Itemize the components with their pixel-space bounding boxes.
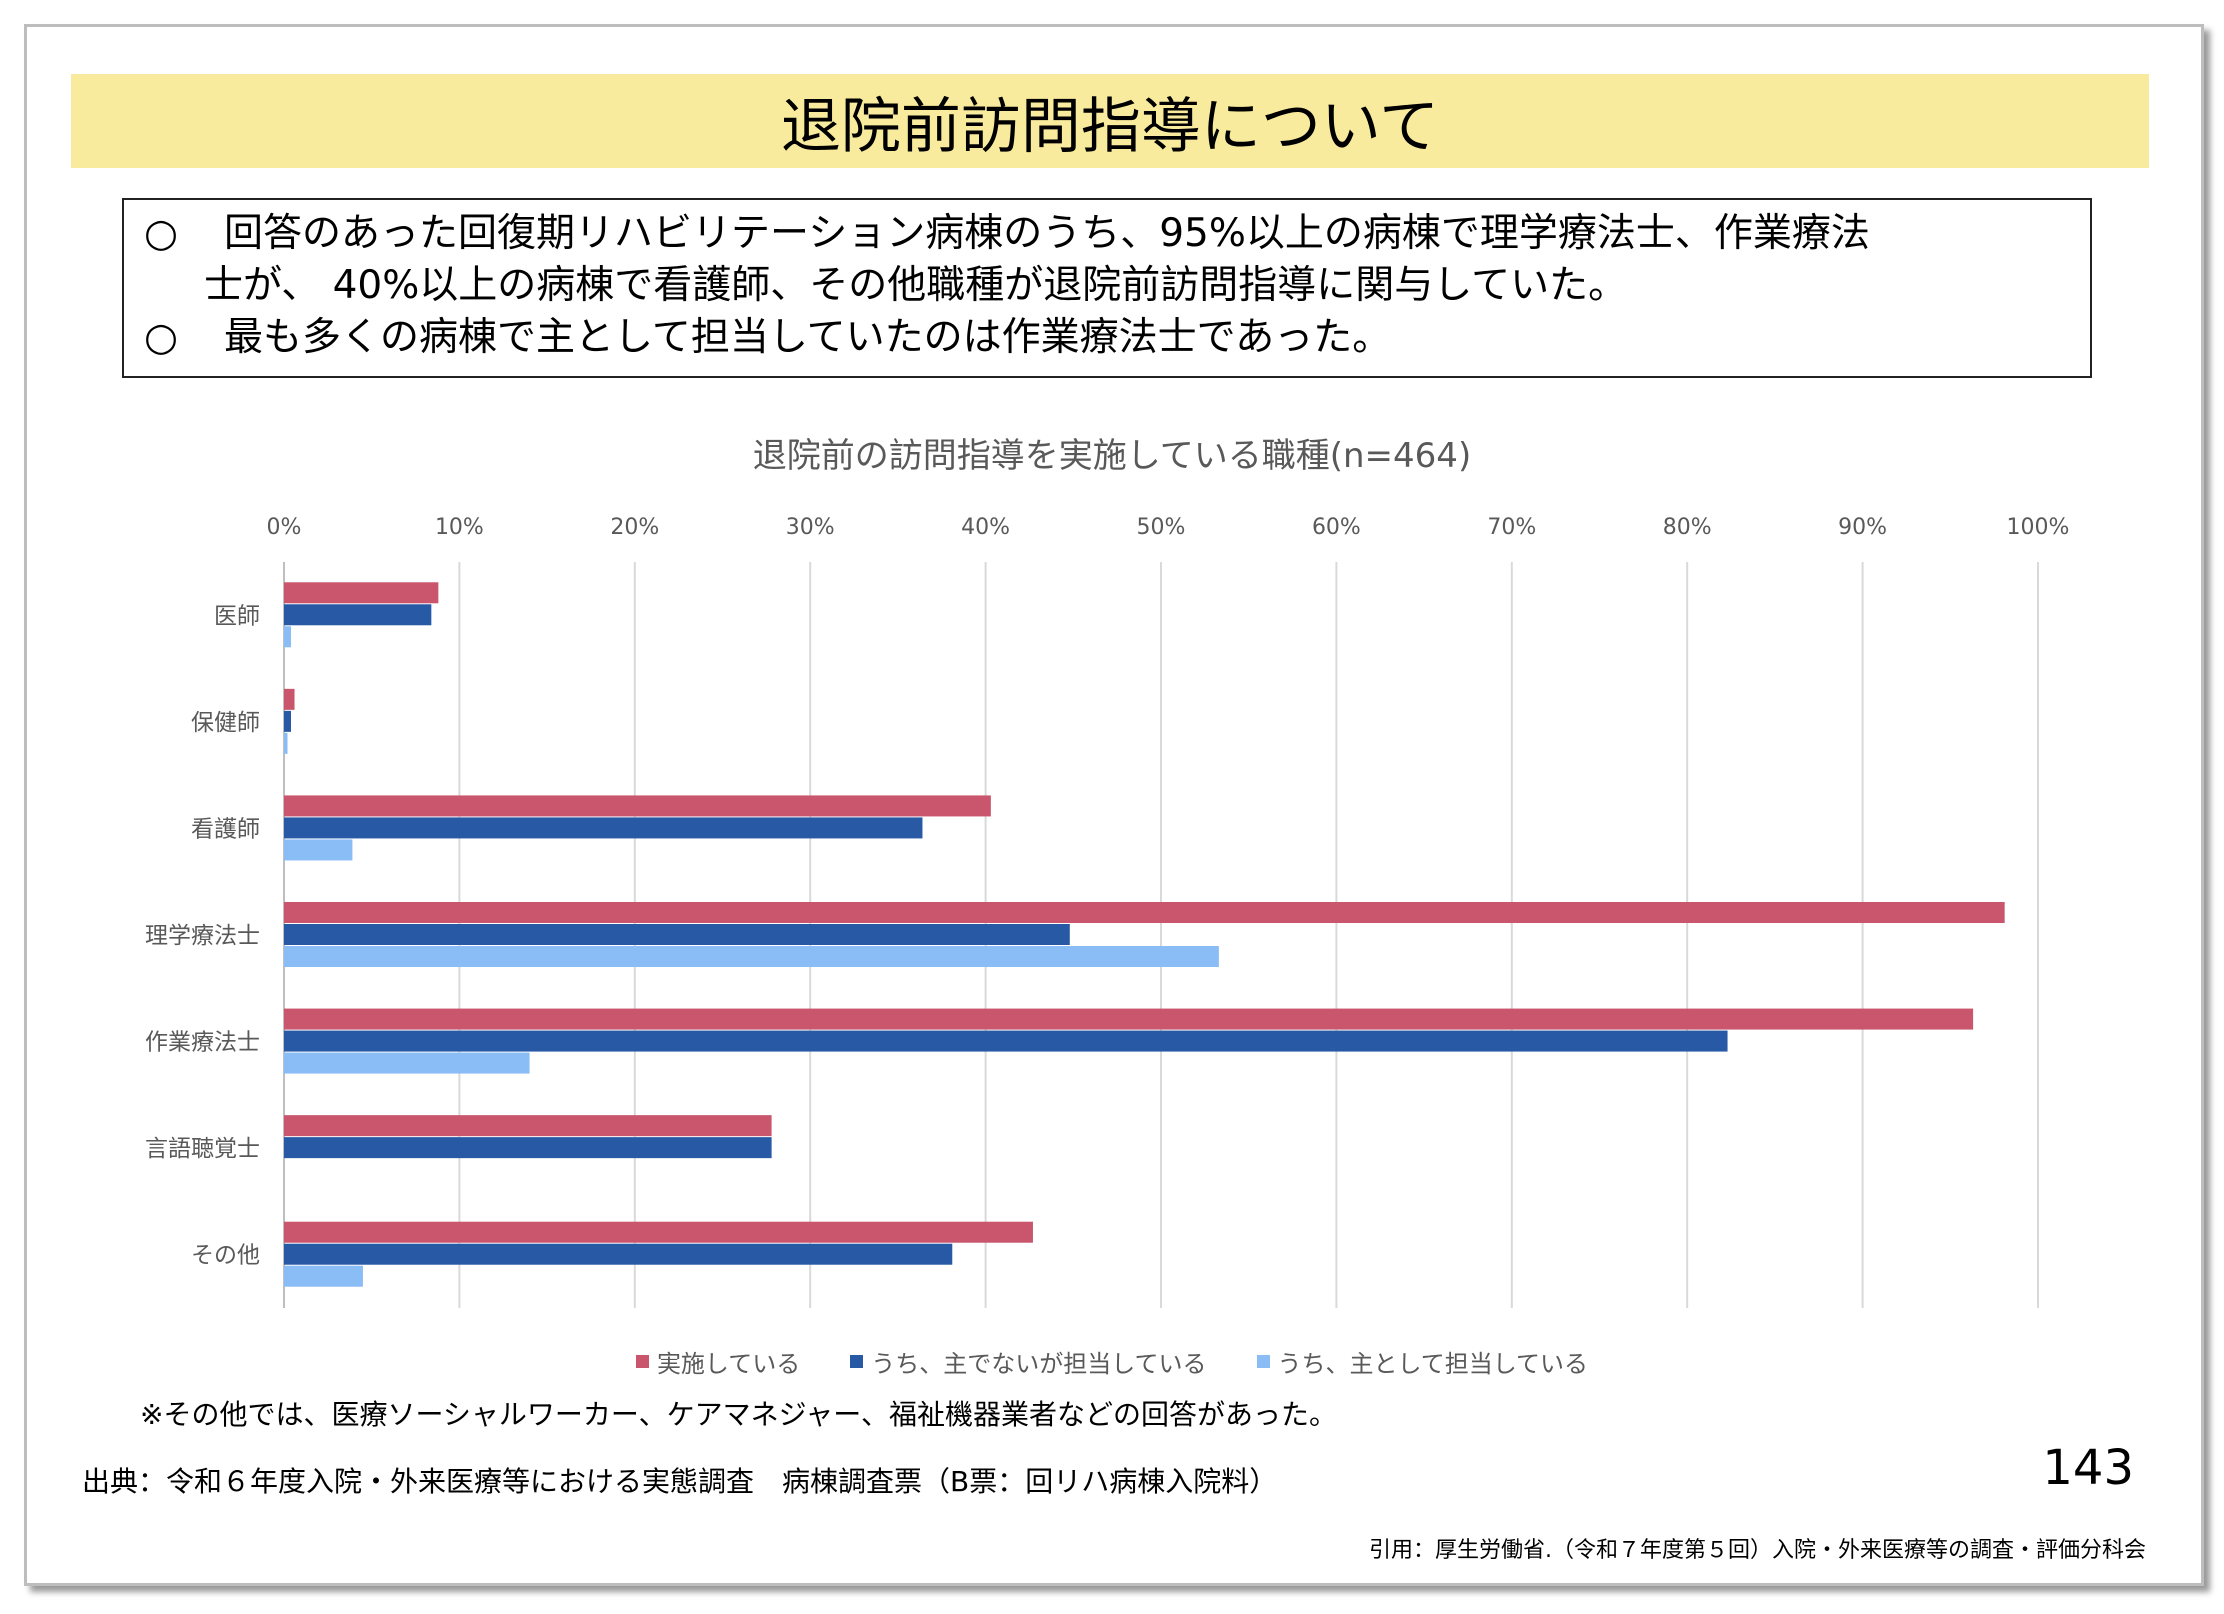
bar-2 [284,1243,953,1265]
y-category-label: 理学療法士 [145,923,260,949]
summary-box: ○ 回答のあった回復期リハビリテーション病棟のうち、95%以上の病棟で理学療法士、… [122,198,2092,378]
x-tick-label: 100% [2007,515,2070,540]
summary-text-2: 最も多くの病棟で主として担当していたのは作業療法士であった。 [224,315,1392,360]
footnote: ※その他では、医療ソーシャルワーカー、ケアマネジャー、福祉機器業者などの回答があ… [140,1398,1337,1431]
chart-legend: 実施している うち、主でないが担当している うち、主として担当している [0,1344,2224,1379]
legend-item-secondary: うち、主でないが担当している [850,1344,1207,1379]
y-category-label: 言語聴覚士 [145,1136,260,1162]
x-tick-label: 80% [1663,515,1712,540]
bar-3 [284,1265,363,1287]
summary-text-1: 回答のあった回復期リハビリテーション病棟のうち、95%以上の病棟で理学療法士、作… [224,211,1870,256]
x-tick-label: 70% [1487,515,1536,540]
page-title: 退院前訪問指導について [71,74,2149,168]
source-text: 出典：令和６年度入院・外来医療等における実態調査 病棟調査票（B票：回リハ病棟入… [82,1465,1278,1498]
y-category-label: 保健師 [191,710,260,736]
x-tick-label: 0% [267,515,302,540]
x-tick-label: 10% [435,515,484,540]
bar-1 [284,1115,772,1137]
page-number: 143 [2042,1440,2134,1496]
bar-2 [284,710,292,732]
legend-swatch [850,1355,864,1368]
citation-text: 引用：厚生労働省.（令和７年度第５回）入院・外来医療等の調査・評価分科会 [1369,1538,2146,1563]
bar-2 [284,1137,772,1159]
summary-line-1-cont: 士が、 40%以上の病棟で看護師、その他職種が退院前訪問指導に関与していた。 [204,263,1628,308]
legend-item-implemented: 実施している [635,1344,801,1379]
legend-swatch [635,1355,649,1368]
x-tick-label: 60% [1312,515,1361,540]
x-tick-label: 30% [786,515,835,540]
bar-1 [284,795,991,817]
y-category-label: 看護師 [191,816,260,842]
bar-2 [284,604,432,626]
x-tick-label: 90% [1838,515,1887,540]
bar-3 [284,732,288,754]
bar-1 [284,902,2005,923]
bar-1 [284,1221,1033,1243]
bar-1 [284,582,439,604]
bar-2 [284,817,923,839]
bar-2 [284,1030,1728,1052]
bar-1 [284,1008,1974,1030]
x-tick-label: 40% [961,515,1010,540]
legend-label: うち、主でないが担当している [871,1350,1207,1378]
bar-3 [284,839,353,861]
legend-swatch [1256,1355,1270,1368]
legend-label: 実施している [656,1350,801,1378]
bar-3 [284,946,1219,967]
chart-title: 退院前の訪問指導を実施している職種(n=464) [752,436,1472,476]
legend-label: うち、主として担当している [1277,1350,1589,1378]
y-category-label: 作業療法士 [145,1030,260,1056]
x-tick-label: 50% [1137,515,1186,540]
x-tick-label: 20% [610,515,659,540]
bullet-circle-icon: ○ [144,211,179,256]
y-category-label: その他 [191,1243,260,1269]
summary-line-2: ○ 最も多くの病棟で主として担当していたのは作業療法士であった。 [144,312,2090,364]
bar-2 [284,924,1070,945]
bar-3 [284,1052,530,1074]
legend-item-primary: うち、主として担当している [1256,1344,1589,1379]
bullet-circle-icon: ○ [144,315,179,360]
bar-3 [284,626,292,648]
summary-line-1: ○ 回答のあった回復期リハビリテーション病棟のうち、95%以上の病棟で理学療法士、… [144,208,2090,260]
bar-1 [284,688,295,710]
y-category-label: 医師 [214,603,260,629]
